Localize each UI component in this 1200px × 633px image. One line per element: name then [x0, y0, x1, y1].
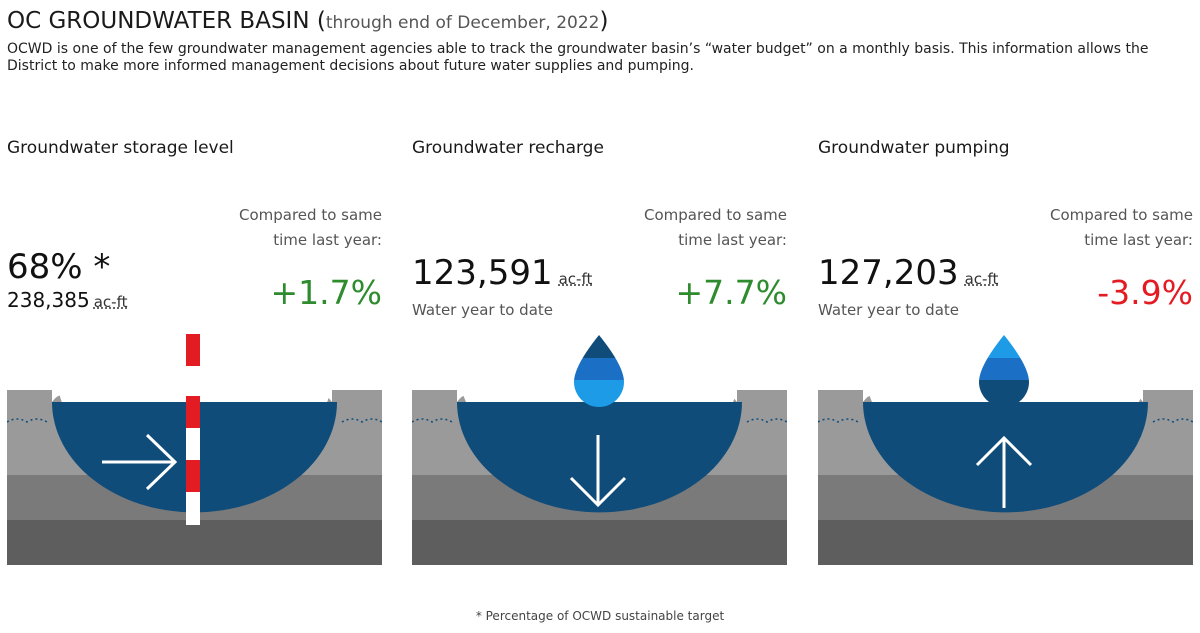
pumping-unit: ac-ft [964, 270, 999, 288]
arrow-up-icon [975, 435, 1033, 508]
footnote: * Percentage of OCWD sustainable target [475, 609, 725, 623]
storage-acft: 238,385 ac-ft [7, 287, 127, 315]
storage-compare-label: Compared to same time last year: [238, 206, 382, 249]
storage-panel: Groundwater storage level Compared to sa… [7, 135, 382, 565]
page-title: OC GROUNDWATER BASIN (through end of Dec… [7, 6, 1193, 38]
recharge-compare-label: Compared to same time last year: [643, 206, 787, 249]
arrow-right-icon [102, 433, 178, 491]
title-open-paren: ( [316, 8, 326, 34]
storage-percent: 68% * [7, 247, 111, 287]
pumping-value-number: 127,203 [818, 253, 959, 293]
recharge-caption: Water year to date [412, 301, 553, 319]
recharge-change: +7.7% [675, 273, 788, 312]
pumping-panel: Groundwater pumping Compared to same tim… [818, 135, 1193, 565]
pumping-title: Groundwater pumping [818, 138, 1010, 158]
recharge-illustration [412, 335, 787, 565]
recharge-title: Groundwater recharge [412, 138, 604, 158]
pumping-change: -3.9% [1097, 273, 1193, 312]
title-subtitle: through end of December, 2022 [325, 13, 600, 33]
recharge-value-number: 123,591 [412, 253, 553, 293]
pumping-value: 127,203 ac-ft [818, 253, 998, 299]
page-description: OCWD is one of the few groundwater manag… [7, 41, 1149, 74]
storage-illustration [7, 330, 382, 565]
pumping-illustration [818, 335, 1193, 565]
recharge-value: 123,591 ac-ft [412, 253, 592, 299]
header: OC GROUNDWATER BASIN (through end of Dec… [7, 6, 1193, 75]
recharge-panel: Groundwater recharge Compared to same ti… [412, 135, 787, 565]
storage-title: Groundwater storage level [7, 138, 234, 158]
title-close-paren: ) [599, 8, 609, 34]
recharge-unit: ac-ft [558, 270, 593, 288]
pumping-caption: Water year to date [818, 301, 959, 319]
title-text: OC GROUNDWATER BASIN [7, 8, 310, 34]
storage-change: +1.7% [270, 273, 383, 312]
pumping-compare-label: Compared to same time last year: [1049, 206, 1193, 249]
storage-acft-value: 238,385 [7, 288, 90, 312]
arrow-down-icon [569, 435, 627, 508]
storage-unit: ac-ft [93, 293, 128, 311]
